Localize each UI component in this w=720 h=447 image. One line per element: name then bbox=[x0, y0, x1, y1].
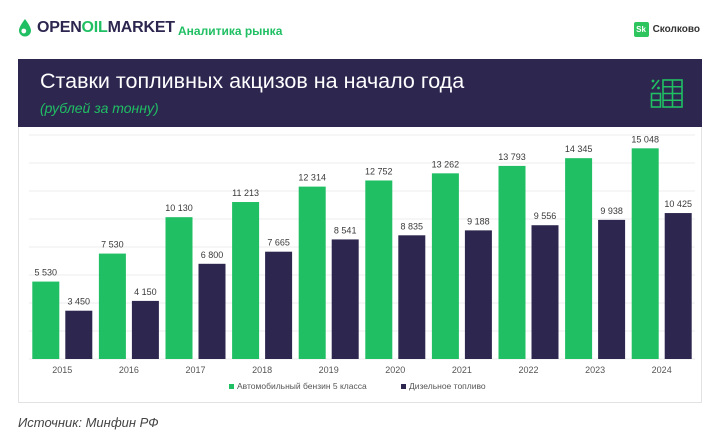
bar bbox=[565, 158, 593, 359]
data-label: 14 345 bbox=[565, 144, 593, 154]
legend-swatch bbox=[401, 384, 406, 389]
data-label: 11 213 bbox=[232, 188, 259, 198]
skolkovo-mark: Sk bbox=[633, 22, 649, 37]
data-label: 4 150 bbox=[134, 287, 157, 297]
x-tick-label: 2015 bbox=[52, 365, 72, 375]
legend-swatch bbox=[229, 384, 234, 389]
data-label: 10 130 bbox=[165, 203, 193, 213]
x-tick-label: 2018 bbox=[252, 365, 272, 375]
x-tick-label: 2017 bbox=[185, 365, 205, 375]
bar bbox=[198, 263, 226, 359]
logo-oil: OIL bbox=[81, 19, 108, 36]
bar bbox=[265, 251, 293, 359]
source-note: Источник: Минфин РФ bbox=[18, 415, 159, 430]
skolkovo-logo: Sk Сколково bbox=[633, 22, 700, 37]
bar bbox=[32, 281, 60, 359]
bar bbox=[398, 235, 426, 359]
logo-market: MARKET bbox=[107, 19, 175, 36]
bar bbox=[631, 148, 659, 359]
x-tick-label: 2019 bbox=[319, 365, 339, 375]
section-label: Аналитика рынка bbox=[178, 24, 283, 38]
logo-open: OPEN bbox=[37, 19, 82, 36]
bar bbox=[431, 173, 459, 359]
data-label: 13 793 bbox=[498, 152, 526, 162]
bar bbox=[598, 219, 626, 359]
skolkovo-name: Сколково bbox=[652, 24, 700, 35]
data-label: 9 556 bbox=[534, 211, 557, 221]
bar bbox=[232, 202, 260, 359]
data-label: 6 800 bbox=[201, 250, 224, 260]
legend-label: Автомобильный бензин 5 класса bbox=[237, 381, 367, 391]
legend-label: Дизельное топливо bbox=[409, 381, 486, 391]
data-label: 7 530 bbox=[101, 240, 124, 250]
x-tick-label: 2023 bbox=[585, 365, 605, 375]
x-tick-label: 2021 bbox=[452, 365, 472, 375]
bars bbox=[32, 148, 692, 359]
bar bbox=[531, 225, 559, 359]
data-label: 10 425 bbox=[664, 199, 692, 209]
data-label: 9 938 bbox=[600, 206, 623, 216]
chart-subtitle: (рублей за тонну) bbox=[40, 100, 159, 116]
bar bbox=[131, 300, 159, 359]
data-labels: 5 530 3 450 7 530 4 150 10 130 6 800 11 213 7 6… bbox=[35, 134, 692, 306]
data-label: 5 530 bbox=[35, 268, 58, 278]
chart-title: Ставки топливных акцизов на начало года bbox=[40, 69, 465, 93]
chart-panel: 5 530 3 450 7 530 4 150 10 130 6 800 11 213 7 6… bbox=[18, 127, 702, 403]
top-bar: OPENOILMARKET Аналитика рынка Sk Сколков… bbox=[0, 0, 720, 58]
legend: Автомобильный бензин 5 класса Дизельное т… bbox=[229, 381, 486, 391]
bar bbox=[664, 213, 692, 359]
table-percent-icon bbox=[650, 79, 683, 108]
data-label: 13 262 bbox=[432, 159, 460, 169]
logo-wordmark: OPENOILMARKET bbox=[37, 18, 175, 38]
oil-drop-icon bbox=[19, 19, 31, 37]
bar bbox=[98, 253, 126, 359]
data-label: 8 541 bbox=[334, 225, 357, 235]
x-tick-label: 2024 bbox=[652, 365, 672, 375]
openoilmarket-logo[interactable]: OPENOILMARKET bbox=[17, 17, 175, 39]
x-tick-label: 2022 bbox=[518, 365, 538, 375]
data-label: 7 665 bbox=[267, 238, 290, 248]
bar bbox=[498, 165, 526, 359]
data-label: 15 048 bbox=[631, 134, 659, 144]
bar bbox=[331, 239, 359, 359]
data-label: 8 835 bbox=[401, 221, 424, 231]
grid-lines bbox=[29, 134, 695, 360]
chart-header: Ставки топливных акцизов на начало года … bbox=[18, 59, 702, 127]
data-label: 9 188 bbox=[467, 216, 490, 226]
data-label: 12 752 bbox=[365, 166, 393, 176]
x-tick-label: 2020 bbox=[385, 365, 405, 375]
bar bbox=[298, 186, 326, 359]
data-label: 3 450 bbox=[68, 297, 91, 307]
x-tick-label: 2016 bbox=[119, 365, 139, 375]
bar bbox=[365, 180, 393, 359]
bar bbox=[65, 310, 93, 359]
data-label: 12 314 bbox=[298, 173, 326, 183]
bar bbox=[464, 230, 492, 359]
bar-chart: 5 530 3 450 7 530 4 150 10 130 6 800 11 213 7 6… bbox=[29, 134, 695, 391]
x-axis: 2015 2016 2017 2018 2019 2020 2021 2022 2023 2024 bbox=[52, 365, 671, 375]
bar bbox=[165, 217, 193, 359]
